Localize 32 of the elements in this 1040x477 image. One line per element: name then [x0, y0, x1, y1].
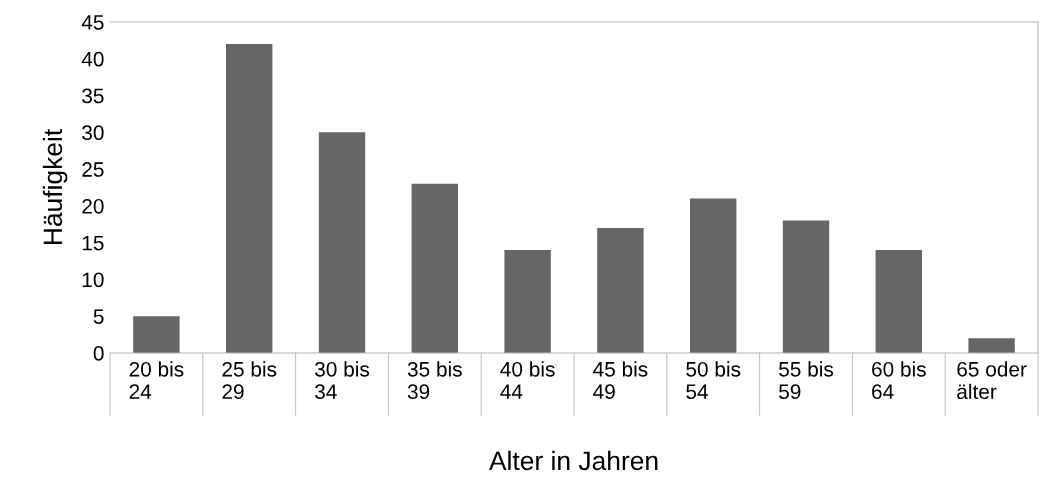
x-tick-label: 25 bis 29: [222, 361, 277, 400]
y-tick-label: 30: [82, 125, 104, 141]
y-tick-label: 10: [82, 272, 104, 288]
bar: [504, 250, 551, 353]
y-tick-label: 45: [81, 15, 104, 30]
bar: [226, 44, 273, 353]
y-axis-title: Häufigkeit: [42, 129, 68, 245]
y-tick-label: 40: [81, 51, 104, 67]
x-tick-label: 45 bis 49: [593, 361, 648, 400]
bar: [133, 316, 180, 353]
y-tick-label: 25: [82, 162, 104, 177]
x-tick-label: 20 bis 24: [129, 361, 184, 399]
y-tick-label: 20: [82, 198, 104, 214]
y-tick-label: 5: [93, 309, 104, 324]
bar: [782, 220, 830, 353]
x-tick-label: 30 bis 34: [315, 361, 370, 400]
bar: [690, 198, 737, 353]
y-tick-label: 15: [82, 235, 104, 251]
bar: [318, 132, 366, 353]
bar: [411, 183, 458, 353]
bar: [875, 250, 922, 353]
x-tick-label: 35 bis 39: [407, 361, 462, 400]
x-tick-label: 65 oder älter: [957, 361, 1027, 400]
x-axis-title: Alter in Jahren: [488, 450, 658, 471]
x-tick-label: 60 bis 64: [872, 361, 926, 400]
y-tick-label: 0: [93, 346, 104, 361]
x-tick-label: 40 bis 44: [500, 361, 555, 399]
y-tick-label: 35: [82, 88, 104, 104]
x-tick-label: 55 bis 59: [779, 361, 834, 400]
bar: [597, 227, 644, 353]
bar: [968, 338, 1015, 353]
x-tick-label: 50 bis 54: [686, 361, 741, 400]
